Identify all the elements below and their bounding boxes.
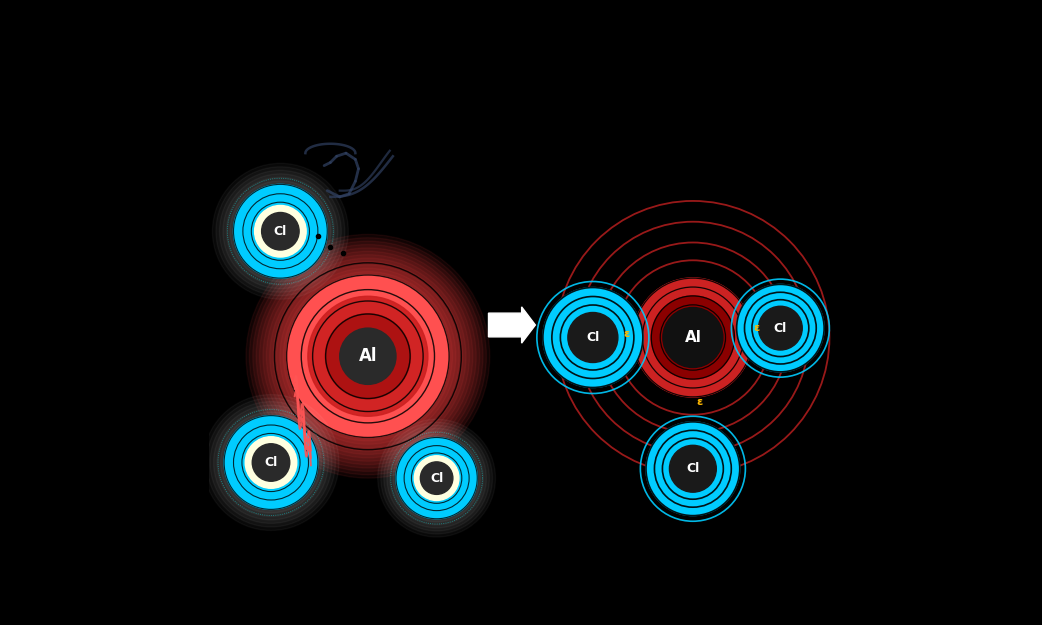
Text: Al: Al — [358, 348, 377, 365]
Circle shape — [420, 462, 453, 494]
Circle shape — [307, 296, 428, 416]
Text: ε: ε — [753, 323, 760, 333]
Circle shape — [651, 296, 735, 379]
Circle shape — [263, 251, 473, 461]
Circle shape — [253, 241, 483, 471]
Circle shape — [634, 278, 752, 397]
Circle shape — [543, 288, 643, 388]
Circle shape — [256, 244, 479, 468]
Circle shape — [646, 422, 740, 516]
Circle shape — [396, 438, 477, 519]
Text: Cl: Cl — [265, 456, 277, 469]
Circle shape — [270, 258, 466, 454]
Circle shape — [245, 437, 297, 488]
Text: Al: Al — [685, 330, 701, 345]
Text: ε: ε — [623, 329, 629, 339]
Circle shape — [340, 328, 396, 384]
Circle shape — [283, 272, 452, 441]
Circle shape — [663, 308, 723, 368]
Circle shape — [276, 265, 460, 448]
Text: Cl: Cl — [274, 225, 287, 238]
Circle shape — [252, 444, 290, 481]
Circle shape — [233, 184, 327, 278]
Circle shape — [224, 416, 318, 509]
Circle shape — [415, 456, 458, 501]
Circle shape — [259, 248, 476, 464]
Circle shape — [280, 268, 456, 444]
Circle shape — [669, 445, 716, 493]
Circle shape — [262, 213, 299, 250]
Circle shape — [737, 284, 824, 372]
Text: Cl: Cl — [587, 331, 599, 344]
Text: Cl: Cl — [430, 472, 443, 484]
Circle shape — [287, 275, 449, 438]
Circle shape — [249, 238, 487, 475]
Text: Cl: Cl — [774, 322, 787, 334]
Circle shape — [325, 314, 411, 399]
Text: ε: ε — [696, 397, 702, 407]
FancyArrow shape — [489, 307, 536, 343]
Circle shape — [568, 312, 618, 362]
Text: Cl: Cl — [687, 462, 699, 475]
Circle shape — [267, 255, 470, 458]
Circle shape — [759, 306, 802, 350]
Circle shape — [254, 206, 306, 257]
Circle shape — [273, 261, 463, 451]
Circle shape — [246, 234, 490, 478]
